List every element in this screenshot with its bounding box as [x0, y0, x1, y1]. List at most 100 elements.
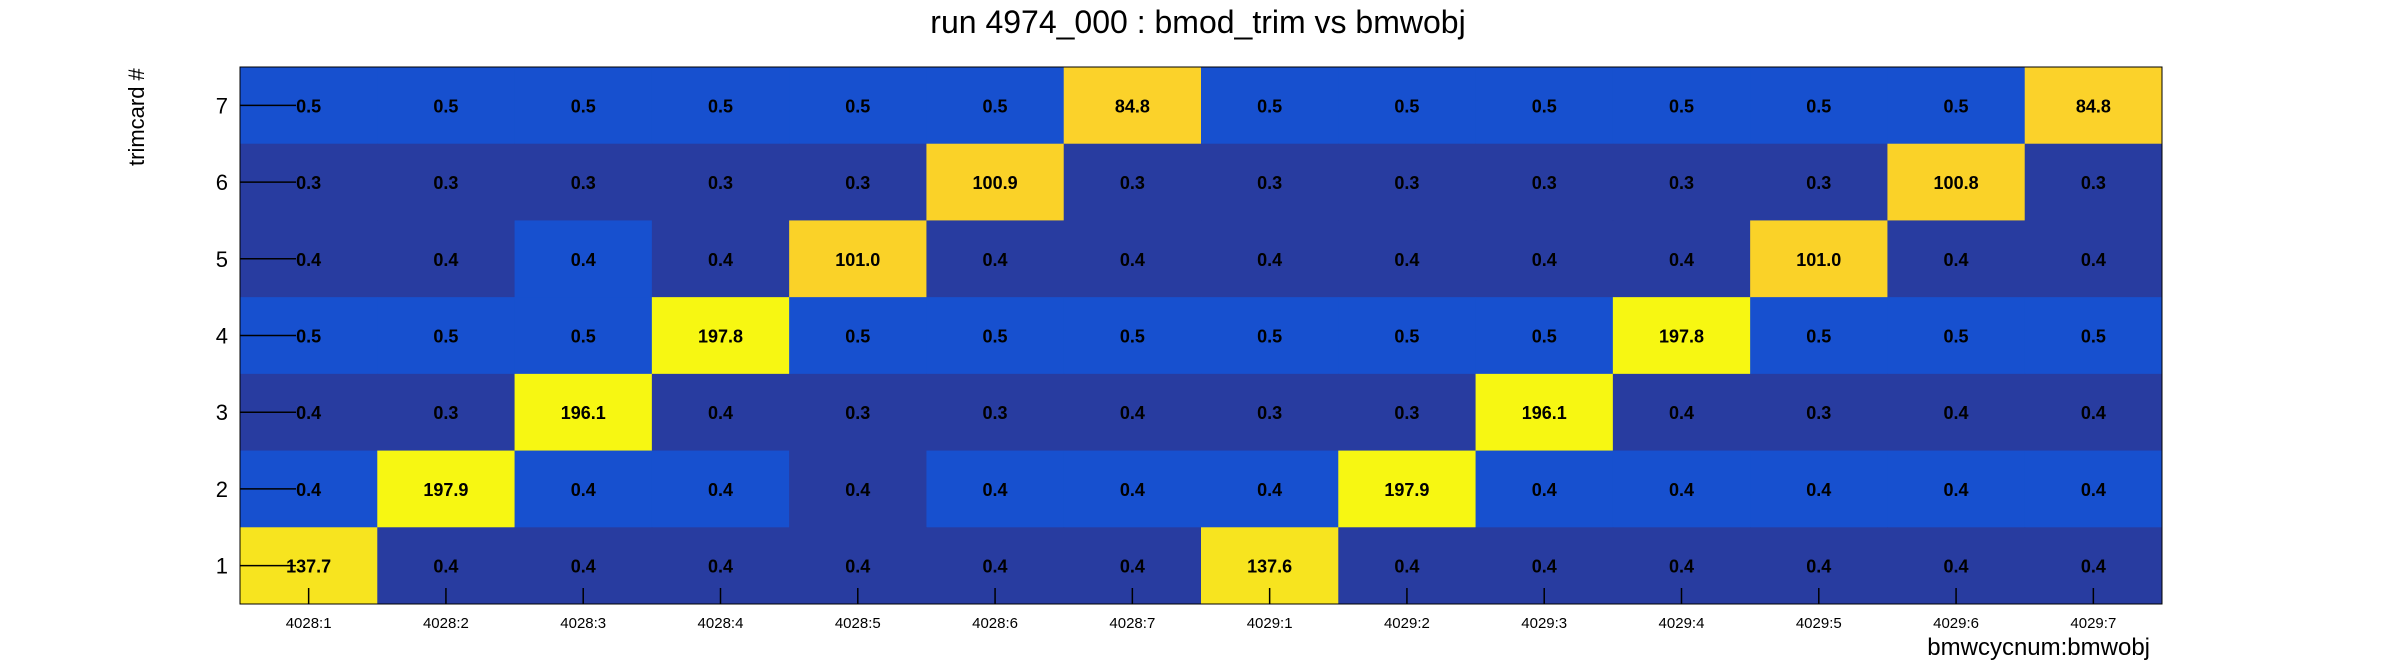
- heatmap-cell: [1475, 297, 1614, 375]
- cell-value-label: 0.5: [1257, 327, 1282, 347]
- heatmap-cell: [1612, 143, 1751, 221]
- x-tick-label: 4029:5: [1796, 615, 1842, 632]
- cell-value-label: 0.4: [1669, 403, 1694, 423]
- cell-value-label: 0.5: [1806, 96, 1831, 116]
- heatmap-cell: [1750, 220, 1888, 298]
- heatmap-cell: [651, 297, 790, 375]
- cell-value-label: 0.4: [571, 480, 596, 500]
- y-tick-label: 2: [216, 477, 228, 502]
- cell-value-label: 0.3: [845, 173, 870, 193]
- y-tick-label: 5: [216, 247, 228, 272]
- heatmap-cell: [1475, 67, 1614, 145]
- cell-value-label: 0.4: [845, 480, 870, 500]
- cell-value-label: 0.3: [845, 403, 870, 423]
- heatmap-cell: [1750, 450, 1888, 528]
- x-tick-label: 4029:6: [1933, 615, 1979, 632]
- heatmap-cell: [1887, 450, 2026, 528]
- heatmap-cell: [1612, 220, 1751, 298]
- cell-value-label: 84.8: [1115, 96, 1150, 116]
- cell-value-label: 0.4: [296, 480, 321, 500]
- heatmap-cell: [1338, 220, 1477, 298]
- cell-value-label: 0.4: [1257, 480, 1282, 500]
- cell-value-label: 0.5: [1532, 327, 1557, 347]
- cell-value-label: 0.3: [1806, 403, 1831, 423]
- heatmap-cell: [1750, 67, 1888, 145]
- heatmap-cell: [2024, 143, 2163, 221]
- cell-value-label: 0.4: [983, 250, 1008, 270]
- cell-value-label: 0.4: [2081, 480, 2106, 500]
- y-tick-label: 7: [216, 93, 228, 118]
- heatmap-cell: [1201, 450, 1339, 528]
- x-tick-label: 4028:2: [423, 615, 469, 632]
- heatmap-cell: [651, 143, 790, 221]
- heatmap-cell: [1201, 297, 1339, 375]
- x-tick-label: 4029:3: [1521, 615, 1567, 632]
- heatmap-cell: [514, 143, 653, 221]
- heatmap-cell: [1612, 373, 1751, 452]
- cell-value-label: 0.3: [1532, 173, 1557, 193]
- heatmap-cell: [1887, 143, 2026, 221]
- cell-value-label: 0.5: [571, 96, 596, 116]
- heatmap-cell: [1887, 220, 2026, 298]
- cell-value-label: 0.4: [708, 480, 733, 500]
- y-tick-label: 6: [216, 170, 228, 195]
- heatmap-cell: [514, 373, 653, 452]
- heatmap-cell: [1475, 143, 1614, 221]
- cell-value-label: 0.4: [1394, 250, 1419, 270]
- cell-value-label: 0.4: [1669, 480, 1694, 500]
- cell-value-label: 197.9: [423, 480, 468, 500]
- heatmap-cell: [377, 297, 516, 375]
- cell-value-label: 0.4: [1120, 557, 1145, 577]
- heatmap-cell: [651, 373, 790, 452]
- y-tick-label: 1: [216, 554, 228, 579]
- cell-value-label: 197.8: [698, 327, 743, 347]
- cell-value-label: 0.4: [1120, 480, 1145, 500]
- heatmap-cell: [789, 450, 927, 528]
- heatmap-cell: [1475, 450, 1614, 528]
- heatmap-cell: [2024, 297, 2163, 375]
- cell-value-label: 0.4: [296, 250, 321, 270]
- heatmap-cell: [1612, 450, 1751, 528]
- heatmap-cell: [514, 67, 653, 145]
- cell-value-label: 0.4: [296, 403, 321, 423]
- heatmap-cell: [1063, 220, 1202, 298]
- heatmap-cell: [651, 450, 790, 528]
- x-tick-label: 4028:3: [560, 615, 606, 632]
- heatmap-cell: [1338, 450, 1477, 528]
- cell-value-label: 0.5: [1257, 96, 1282, 116]
- cell-value-label: 196.1: [1522, 403, 1567, 423]
- cell-value-label: 0.3: [1394, 173, 1419, 193]
- x-axis-label: bmwcycnum:bmwobj: [1927, 634, 2150, 661]
- heatmap-cell: [789, 143, 927, 221]
- heatmap-cell: [514, 297, 653, 375]
- cell-value-label: 0.4: [1944, 557, 1969, 577]
- cell-value-label: 0.3: [1257, 403, 1282, 423]
- heatmap-cell: [1063, 143, 1202, 221]
- cell-value-label: 0.5: [983, 96, 1008, 116]
- x-tick-label: 4029:1: [1247, 615, 1293, 632]
- x-tick-label: 4029:2: [1384, 615, 1430, 632]
- cell-value-label: 0.5: [296, 327, 321, 347]
- heatmap-cell: [1201, 143, 1339, 221]
- cell-value-label: 0.4: [1944, 480, 1969, 500]
- heatmap-cell: [514, 450, 653, 528]
- cell-value-label: 196.1: [561, 403, 606, 423]
- heatmap-cell: [1063, 450, 1202, 528]
- heatmap-cell: [926, 220, 1065, 298]
- y-tick-label: 4: [216, 324, 228, 349]
- cell-value-label: 0.3: [1806, 173, 1831, 193]
- heatmap-cell: [789, 67, 927, 145]
- cell-value-label: 0.4: [1120, 250, 1145, 270]
- cell-value-label: 0.3: [571, 173, 596, 193]
- cell-value-label: 84.8: [2076, 96, 2111, 116]
- heatmap-cell: [2024, 220, 2163, 298]
- heatmap-cell: [2024, 67, 2163, 145]
- heatmap-cell: [1475, 373, 1614, 452]
- cell-value-label: 0.4: [708, 557, 733, 577]
- cell-value-label: 0.3: [1120, 173, 1145, 193]
- cell-value-label: 0.3: [1394, 403, 1419, 423]
- cell-value-label: 0.4: [1806, 557, 1831, 577]
- heatmap-cell: [789, 297, 927, 375]
